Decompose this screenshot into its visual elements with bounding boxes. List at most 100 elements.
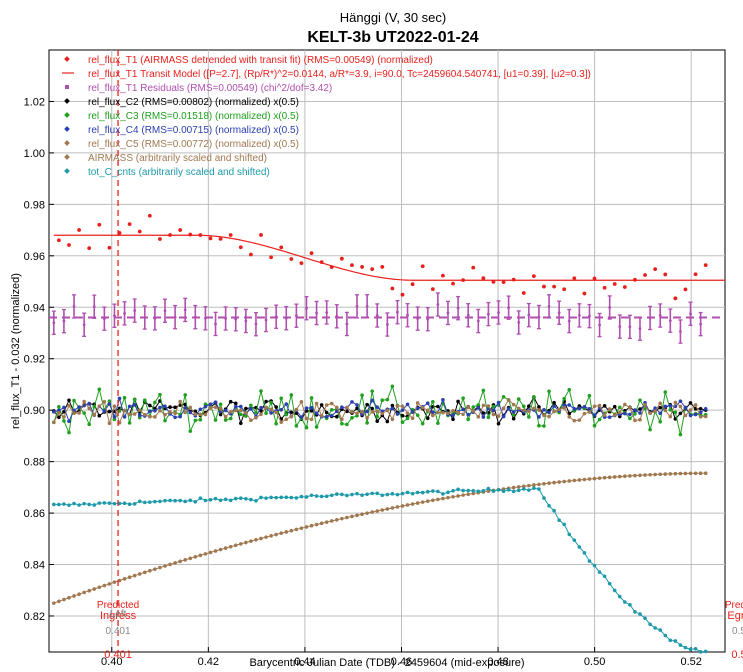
- target-flux-point: [683, 287, 688, 292]
- target-flux-point: [592, 276, 597, 281]
- comparison-point: [350, 416, 354, 420]
- tot-counts-point: [431, 489, 435, 493]
- tot-counts-point: [173, 498, 177, 503]
- comparison-point: [481, 415, 486, 419]
- tot-counts-point: [471, 488, 476, 493]
- comparison-point: [638, 398, 642, 402]
- comparison-point: [112, 417, 117, 422]
- comparison-point: [148, 409, 152, 413]
- tot-counts-point: [137, 499, 142, 504]
- residual-point: [588, 314, 591, 318]
- tot-counts-point: [77, 503, 81, 507]
- comparison-point: [158, 392, 162, 397]
- comparison-point: [461, 412, 465, 417]
- comparison-point: [496, 414, 501, 418]
- transit-value-gray: 0.401: [106, 626, 131, 637]
- tot-counts-point: [436, 489, 440, 494]
- airmass-point: [638, 473, 642, 478]
- comparison-point: [486, 415, 491, 420]
- target-flux-point: [461, 278, 466, 283]
- comparison-point: [142, 398, 147, 402]
- airmass-point: [623, 474, 627, 479]
- airmass-point: [572, 478, 577, 483]
- comparison-point: [274, 410, 278, 415]
- comparison-point: [506, 398, 511, 402]
- y-tick-label: 0.98: [24, 199, 45, 211]
- comparison-point: [244, 414, 248, 418]
- comparison-point: [582, 411, 587, 416]
- comparison-point: [355, 411, 359, 416]
- comparison-point: [658, 405, 663, 410]
- comparison-point: [52, 410, 56, 414]
- comparison-point: [82, 399, 86, 404]
- comparison-point: [501, 414, 506, 419]
- legend-marker: [64, 154, 70, 160]
- comparison-point: [82, 411, 86, 415]
- comparison-point: [698, 414, 703, 419]
- airmass-point: [112, 580, 117, 584]
- comparison-point: [370, 409, 374, 414]
- residual-point: [668, 319, 672, 323]
- airmass-point: [137, 572, 142, 576]
- airmass-point: [511, 485, 516, 490]
- comparison-point: [67, 419, 71, 424]
- comparison-point: [476, 406, 481, 410]
- comparison-point: [400, 408, 405, 412]
- target-flux-point: [289, 257, 294, 261]
- residual-point: [679, 330, 682, 333]
- airmass-point: [264, 535, 268, 539]
- target-flux-point: [501, 280, 506, 285]
- target-flux-point: [572, 276, 577, 281]
- comparison-point: [193, 418, 198, 423]
- comparison-point: [506, 407, 511, 411]
- residual-point: [214, 322, 217, 326]
- comparison-point: [552, 409, 556, 414]
- tot-counts-point: [284, 495, 289, 500]
- comparison-point: [532, 395, 536, 399]
- comparison-point: [193, 412, 198, 416]
- tot-counts-point: [52, 502, 56, 507]
- tot-counts-point: [648, 622, 652, 627]
- comparison-point: [168, 405, 172, 409]
- target-flux-point: [491, 279, 496, 284]
- airmass-point: [92, 587, 97, 591]
- airmass-point: [582, 477, 587, 482]
- tot-counts-point: [213, 496, 218, 501]
- tot-counts-point: [345, 493, 349, 498]
- comparison-point: [127, 412, 132, 417]
- comparison-point: [244, 411, 248, 415]
- comparison-point: [648, 427, 652, 432]
- comparison-point: [597, 403, 602, 408]
- comparison-point: [612, 404, 617, 409]
- comparison-point: [420, 421, 425, 426]
- comparison-point: [633, 408, 637, 412]
- airmass-point: [532, 483, 536, 487]
- tot-counts-point: [198, 496, 203, 501]
- comparison-point: [304, 406, 309, 410]
- target-flux-point: [400, 292, 405, 297]
- comparison-line: [53, 396, 706, 426]
- comparison-point: [557, 407, 561, 412]
- comparison-point: [410, 410, 415, 414]
- tot-counts-point: [238, 496, 243, 500]
- comparison-point: [289, 393, 294, 397]
- comparison-point: [228, 399, 233, 404]
- comparison-point: [375, 405, 380, 409]
- comparison-point: [658, 411, 663, 416]
- comparison-point: [62, 419, 66, 423]
- airmass-point: [648, 472, 652, 477]
- comparison-point: [360, 393, 364, 397]
- airmass-point: [658, 472, 663, 477]
- comparison-point: [436, 410, 440, 415]
- tot-counts-point: [506, 488, 511, 492]
- residual-point: [92, 305, 96, 309]
- comparison-point: [259, 412, 263, 417]
- transit-value-gray: 0.5: [732, 626, 743, 637]
- comparison-point: [415, 413, 420, 417]
- comparison-point: [269, 400, 273, 405]
- airmass-point: [350, 514, 354, 519]
- comparison-point: [400, 413, 405, 418]
- airmass-point: [67, 595, 71, 600]
- target-flux-point: [531, 274, 536, 279]
- tot-counts-point: [314, 494, 319, 498]
